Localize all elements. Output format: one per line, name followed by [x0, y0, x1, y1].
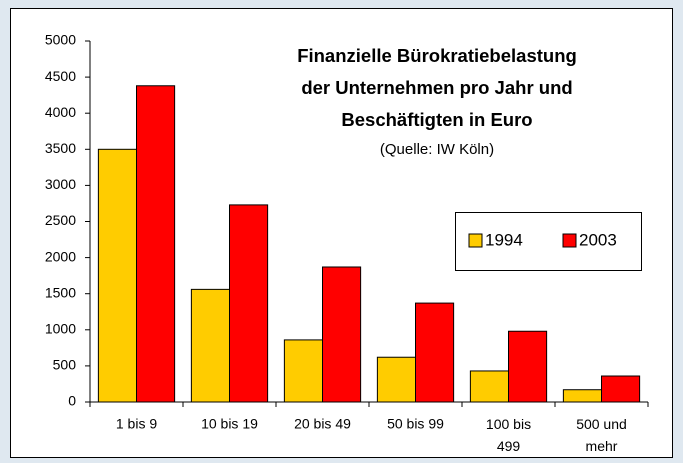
bar — [376, 356, 416, 403]
y-tick-label: 0 — [68, 393, 76, 409]
y-tick-label: 4500 — [45, 68, 76, 84]
y-tick-label: 500 — [53, 357, 77, 373]
bar — [508, 330, 548, 403]
y-tick-label: 2000 — [45, 248, 76, 264]
chart-subtitle: (Quelle: IW Köln) — [380, 141, 494, 158]
bar — [229, 204, 269, 403]
legend-label: 1994 — [485, 230, 523, 249]
y-tick-label: 3000 — [45, 176, 76, 192]
bar — [322, 266, 362, 403]
y-tick-label: 5000 — [45, 32, 76, 48]
y-tick-label: 3500 — [45, 140, 76, 156]
bar — [469, 370, 509, 403]
y-tick-label: 4000 — [45, 104, 76, 120]
y-tick-label: 2500 — [45, 212, 76, 228]
bar — [136, 85, 176, 403]
legend-swatch — [562, 233, 577, 248]
y-tick-label: 1000 — [45, 321, 76, 337]
x-tick-label: 20 bis 49 — [294, 416, 351, 432]
x-tick-label: 100 bis 499 — [486, 416, 531, 454]
legend-swatch — [468, 233, 483, 248]
bar — [562, 389, 602, 403]
y-tick-label: 1500 — [45, 284, 76, 300]
x-tick-label: 50 bis 99 — [387, 416, 444, 432]
bar — [190, 288, 230, 403]
chart-title: Finanzielle Bürokratiebelastung der Unter… — [297, 45, 577, 130]
x-tick-label: 1 bis 9 — [116, 416, 157, 432]
legend-box — [455, 212, 642, 271]
x-tick-label: 10 bis 19 — [201, 416, 258, 432]
bar — [97, 148, 138, 403]
bar — [601, 375, 641, 403]
legend-label: 2003 — [579, 230, 617, 249]
x-tick-label: 500 und mehr — [576, 416, 627, 454]
bar — [283, 339, 323, 403]
bar — [415, 302, 455, 403]
